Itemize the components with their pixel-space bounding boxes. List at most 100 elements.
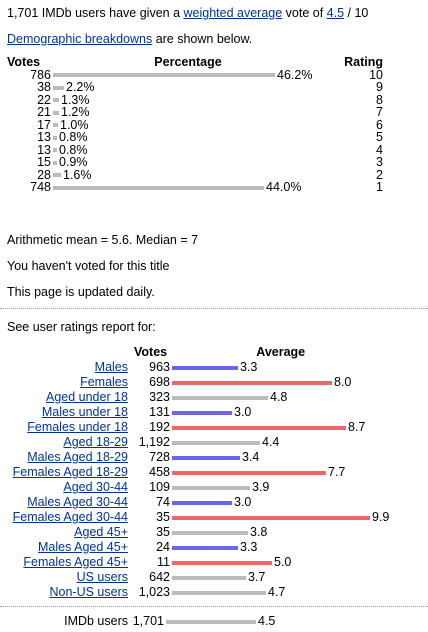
demo-row: Females Aged 45+ 11 5.0 [6,555,389,570]
demo-label-cell: Females Aged 18-29 [6,465,128,480]
vote-distribution-table: Votes Percentage Rating 786 46.2% 10 38 2.2%… [7,56,383,194]
demo-group-link[interactable]: Females [80,375,128,389]
demo-group-link[interactable]: Females Aged 18-29 [12,465,128,479]
percentage-bar [53,110,59,115]
percentage-label: 0.8% [59,130,88,144]
demo-average-value: 3.8 [250,525,268,539]
vote-count: 22 [37,92,51,107]
demo-average-bar [172,470,326,475]
demo-row: Non-US users 1,023 4.7 [6,585,389,600]
demo-average-cell: 3.0 [172,405,389,420]
imdb-users-row: IMDb users 1,701 4.5 [6,614,275,629]
demo-average-value: 3.9 [252,480,270,494]
demo-label-header [6,345,128,360]
imdb-users-bar-cell: 4.5 [166,614,275,629]
demo-average-value: 4.7 [268,585,286,599]
percentage-label: 1.3% [61,92,90,107]
demo-group-link[interactable]: Aged 30-44 [63,480,128,494]
percentage-label: 0.9% [59,155,88,169]
demo-average-cell: 3.7 [172,570,389,585]
percentage-bar [53,98,59,103]
footer-divider [0,606,428,607]
demo-group-link[interactable]: US users [76,570,128,584]
demo-group-link[interactable]: Males Aged 45+ [38,540,128,554]
percentage-label: 1.0% [60,117,89,132]
demo-average-bar [172,425,346,430]
vote-table-header: Votes Percentage Rating [7,56,383,69]
demo-group-link[interactable]: Females Aged 30-44 [12,510,128,524]
demo-average-bar [172,440,260,445]
demo-average-header: Average [256,345,306,359]
demo-group-link[interactable]: Males under 18 [41,405,128,419]
demo-average-value: 3.3 [240,540,258,554]
percentage-cell: 0.8% [53,143,323,157]
weighted-average-link[interactable]: weighted average [183,6,283,20]
demo-average-bar [172,410,232,415]
demo-group-link[interactable]: Non-US users [49,585,129,599]
demo-average-cell: 3.4 [172,450,389,465]
vote-row: 748 44.0% 1 [7,181,383,194]
demo-votes: 642 [149,570,170,584]
percentage-bar [53,185,264,190]
demo-votes: 192 [149,420,170,434]
demo-votes: 458 [149,465,170,479]
demo-average-value: 3.0 [234,405,252,419]
vote-count: 13 [37,130,51,144]
vote-row: 17 1.0% 6 [7,117,383,132]
demographic-breakdowns-link[interactable]: Demographic breakdowns [7,32,153,46]
demo-average-value: 7.7 [328,465,346,479]
demo-average-bar [172,515,370,520]
rating-value: 4 [376,142,383,157]
demo-row: Females Aged 30-44 35 9.9 [6,510,390,525]
vote-row: 21 1.2% 7 [7,106,383,119]
demo-group-link[interactable]: Males Aged 18-29 [27,450,128,464]
demo-row: Males Aged 30-44 74 3.0 [6,495,389,510]
demo-group-link[interactable]: Females Aged 45+ [23,555,128,569]
percentage-header: Percentage [154,55,222,69]
score-link[interactable]: 4.5 [326,6,345,20]
demo-group-link[interactable]: Aged under 18 [45,390,128,404]
demo-label-cell: Males Aged 30-44 [6,495,128,510]
demo-group-link[interactable]: Males [94,360,128,374]
imdb-users-votes: 1,701 [132,614,164,628]
vote-row: 786 46.2% 10 [7,67,383,82]
demo-label-cell: Non-US users [6,585,129,600]
demo-row: Aged 18-29 1,192 4.4 [6,435,389,450]
demo-group-link[interactable]: Males Aged 30-44 [27,495,128,509]
demo-average-bar [172,530,248,535]
report-intro-text: See user ratings report for: [7,320,156,334]
demo-row: Aged 30-44 109 3.9 [6,480,389,495]
percentage-cell: 2.2% [53,81,323,94]
percentage-bar [53,160,57,165]
demo-label-cell: Aged 30-44 [6,480,128,495]
demo-average-value: 3.3 [240,360,258,374]
percentage-bar [53,123,58,128]
demo-votes: 1,192 [138,435,170,449]
demographic-table: Votes Average Males 963 3.3 Females 698 8.0 Ag… [6,345,390,600]
demo-average-cell: 4.8 [172,390,389,405]
votes-header: Votes [7,55,41,69]
demo-average-value: 3.4 [242,450,260,464]
rating-value: 6 [376,117,383,132]
demo-average-bar [172,545,238,550]
percentage-cell: 46.2% [53,68,323,82]
demo-votes: 728 [149,450,170,464]
demo-group-link[interactable]: Aged 18-29 [63,435,128,449]
demo-label-cell: Aged 18-29 [6,435,128,450]
demo-votes: 963 [149,360,170,374]
imdb-users-average-bar [166,619,256,624]
demo-votes: 1,023 [138,585,170,599]
vote-count: 786 [30,67,51,82]
demo-votes: 698 [149,375,170,389]
demo-average-value: 4.4 [262,435,280,449]
demo-votes: 74 [156,495,170,509]
demo-average-cell: 4.4 [172,435,389,450]
demo-group-link[interactable]: Females under 18 [27,420,128,434]
demo-average-cell: 3.9 [172,480,389,495]
percentage-bar [53,135,57,140]
demo-group-link[interactable]: Aged 45+ [74,525,128,539]
percentage-label: 1.6% [63,167,92,182]
demo-label-cell: US users [6,570,128,585]
demo-average-bar [172,380,332,385]
rating-value: 7 [376,105,383,119]
